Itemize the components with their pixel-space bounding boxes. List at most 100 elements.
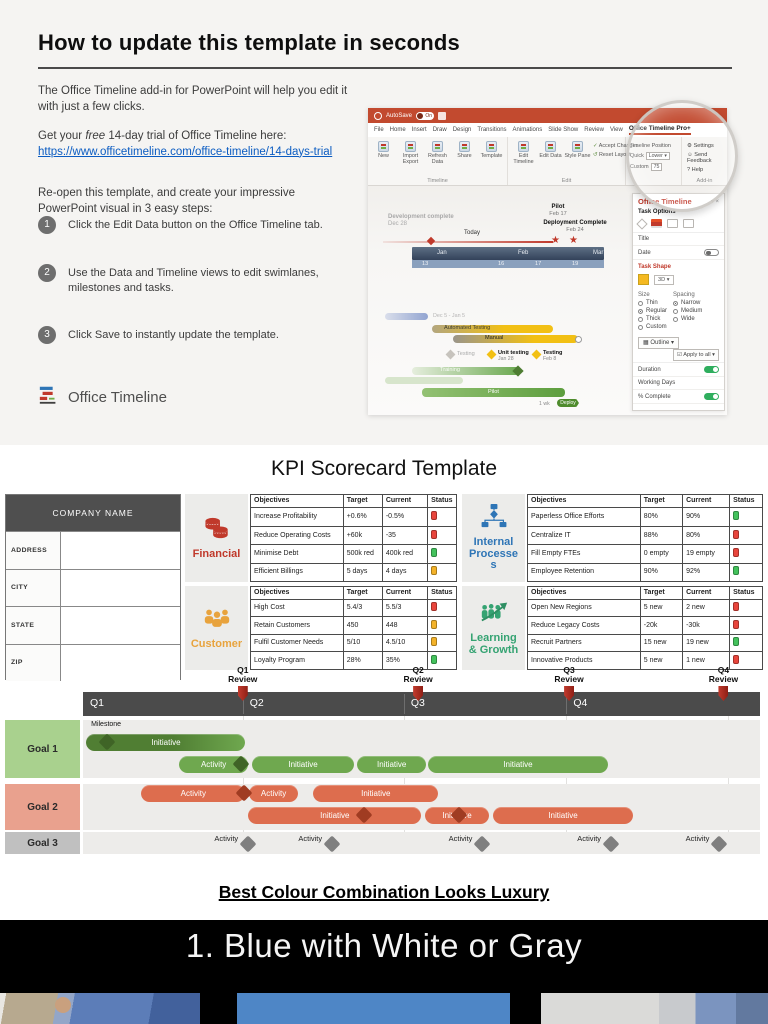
goals-timeline: Q1 Q2 Q3 Q4 Q1 Review Q2 Review Q3 Review Q4 R…: [0, 665, 768, 858]
radio-dot-icon: [638, 300, 643, 306]
ribbon-button-help[interactable]: ? Help: [687, 167, 704, 173]
ribbon-button-edit-data[interactable]: Edit Data: [537, 139, 564, 160]
ribbon-button-icon: [518, 141, 529, 152]
ribbon-button-label: Refresh Data: [428, 153, 447, 165]
column-header: Status: [729, 586, 763, 600]
current-cell: 5.5/3: [381, 598, 429, 618]
target-cell: 5 days: [342, 562, 383, 583]
radio-spacing-narrow[interactable]: Narrow: [673, 300, 702, 306]
kpi-row-fill-empty-ftes: Fill Empty FTEs 0 empty 19 empty: [527, 544, 763, 564]
target-cell: 88%: [639, 525, 684, 546]
pane-window-controls[interactable]: ▾ ×: [710, 199, 719, 205]
ribbon-button-share[interactable]: Share: [451, 139, 478, 160]
ribbon-button-label: Edit Timeline: [513, 153, 534, 165]
radio-size-thick[interactable]: Thick: [638, 316, 667, 322]
quarter-divider: [566, 694, 568, 714]
color-swatch[interactable]: [638, 274, 649, 285]
milestone-development-complete: Development complete Dec 28: [388, 214, 454, 227]
radio-dot-icon: [638, 308, 643, 314]
ppt-tab-design[interactable]: Design: [452, 127, 472, 133]
current-cell: 4.5/10: [381, 633, 429, 653]
ppt-tab-view[interactable]: View: [609, 127, 623, 133]
ribbon-button-refresh-data[interactable]: Refresh Data: [424, 139, 451, 166]
ppt-tab-review[interactable]: Review: [584, 127, 604, 133]
ribbon-button-template[interactable]: Template: [478, 139, 505, 160]
objective-cell: High Cost: [250, 598, 344, 618]
shape-selected-icon[interactable]: [651, 219, 662, 228]
milestone-testing-yellow: Testing Feb 8: [531, 349, 562, 362]
current-cell: 400k red: [381, 544, 429, 564]
office-timeline-task-pane: Office Timeline ▾ × Task Options Title D…: [632, 193, 725, 411]
company-name-header: COMPANY NAME: [6, 495, 180, 531]
ppt-tab-home[interactable]: Home: [389, 127, 406, 133]
ppt-tab-draw[interactable]: Draw: [432, 127, 447, 133]
shape-dropdown[interactable]: 3D ▾: [654, 274, 674, 285]
ribbon-button-import-export[interactable]: Import Export: [397, 139, 424, 166]
shape-rect-icon[interactable]: [667, 219, 678, 228]
city-field[interactable]: [61, 569, 180, 606]
shape-style-selector[interactable]: [633, 216, 724, 233]
radio-size-custom[interactable]: Custom: [638, 324, 667, 330]
ribbon-button-style-pane[interactable]: Style Pane: [564, 139, 591, 160]
zip-field[interactable]: [61, 644, 180, 681]
goal-lane-goal-3: Activity Activity Activity Activity Activity: [83, 832, 760, 854]
howto-step-3: 3 Click Save to instantly update the temp…: [38, 325, 356, 344]
date-toggle[interactable]: [704, 249, 719, 256]
coins-icon: [202, 516, 232, 545]
ppt-tab-animations[interactable]: Animations: [512, 127, 543, 133]
ppt-tab-insert[interactable]: Insert: [411, 127, 427, 133]
ppt-tab-office-timeline-pro[interactable]: Office Timeline Pro+: [628, 125, 691, 135]
apply-to-all-button[interactable]: ☑ Apply to all ▾: [672, 349, 719, 361]
objective-cell: Open New Regions: [527, 598, 641, 618]
table-row: ZIP: [6, 643, 180, 681]
office-timeline-logo-icon: [38, 384, 60, 411]
review-label: Q4 Review: [708, 665, 739, 684]
ppt-tab-transitions[interactable]: Transitions: [477, 127, 507, 133]
radio-spacing-wide[interactable]: Wide: [673, 316, 702, 322]
autosave-toggle[interactable]: On: [416, 111, 435, 120]
quick-position-select[interactable]: Quick Lower ▾: [630, 152, 677, 160]
percent-complete-toggle[interactable]: [704, 393, 719, 400]
activity-label: Activity: [577, 834, 602, 843]
ribbon-button-accept-changes[interactable]: ✓ Accept Changes: [593, 143, 639, 149]
ppt-ribbon: New Import Export Refresh Data Share Templat…: [368, 137, 727, 186]
powerpoint-screenshot: AutoSave On File Home Insert Draw Design Tran…: [368, 100, 738, 415]
state-field[interactable]: [61, 607, 180, 644]
target-cell: 500k red: [342, 544, 383, 564]
shape-rect2-icon[interactable]: [683, 219, 694, 228]
duration-toggle[interactable]: [704, 366, 719, 373]
column-header: Current: [381, 586, 429, 600]
step-number-badge: 3: [38, 325, 56, 344]
people-icon: [202, 606, 232, 635]
task-options-label: Task Options: [638, 209, 676, 215]
ribbon-button-new[interactable]: New: [370, 139, 397, 160]
milestone-deployment-complete: Deployment Complete Feb 24: [543, 220, 607, 233]
radio-size-thin[interactable]: Thin: [638, 300, 667, 306]
outline-button[interactable]: ▦ Outline ▾: [638, 337, 680, 349]
howto-para1: The Office Timeline add-in for PowerPoin…: [38, 85, 348, 113]
ppt-tab-file[interactable]: File: [374, 127, 384, 133]
shape-diamond-icon[interactable]: [636, 217, 648, 230]
objective-cell: Retain Customers: [250, 616, 344, 635]
custom-position-input[interactable]: Custom 75: [630, 163, 677, 171]
ribbon-button-settings[interactable]: ⚙ Settings: [687, 143, 714, 149]
radio-size-regular[interactable]: Regular: [638, 308, 667, 314]
trial-link[interactable]: https://www.officetimeline.com/office-ti…: [38, 145, 333, 158]
address-field[interactable]: [61, 532, 180, 569]
ribbon-button-icon: [572, 141, 583, 152]
save-icon[interactable]: [438, 111, 447, 120]
current-cell: 1 new: [682, 651, 731, 670]
ppt-tab-slide-show[interactable]: Slide Show: [548, 127, 579, 133]
duration-toggle-row: Duration: [633, 363, 724, 377]
ribbon-button-edit-timeline[interactable]: Edit Timeline: [510, 139, 537, 166]
ribbon-button-icon: [486, 141, 497, 152]
radio-spacing-medium[interactable]: Medium: [673, 308, 702, 314]
ribbon-button-send-feedback[interactable]: ☺ Send Feedback: [687, 152, 712, 164]
status-cell: [729, 525, 763, 546]
ribbon-button-icon: [459, 141, 470, 152]
ribbon-button-reset-layout[interactable]: ↺ Reset Layout: [593, 152, 631, 158]
current-cell: 448: [381, 616, 429, 635]
current-cell: 90%: [682, 507, 731, 527]
target-cell: -20k: [639, 616, 684, 635]
